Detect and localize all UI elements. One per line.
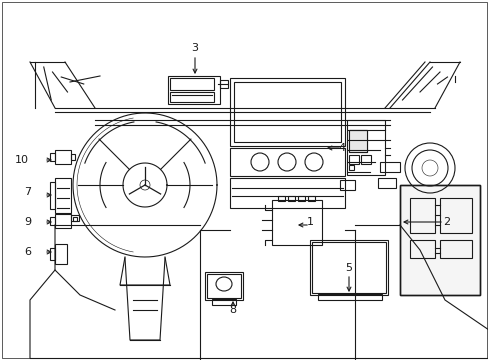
Text: 2: 2 [443,217,449,227]
Bar [348,165,353,170]
Bar [360,155,370,164]
Text: 8: 8 [229,305,236,315]
Bar [399,185,479,295]
Text: 5: 5 [345,263,352,273]
Bar [55,150,71,164]
Text: 6: 6 [24,247,31,257]
Text: 3: 3 [191,43,198,53]
Bar [348,155,358,164]
Bar [271,200,321,245]
Bar [409,240,434,258]
Bar [229,178,345,208]
Bar [278,196,285,201]
Bar [220,80,227,88]
Bar [311,242,385,293]
Bar [229,78,345,146]
Bar [287,196,294,201]
Bar [377,178,395,188]
Text: 4: 4 [338,143,345,153]
Bar [439,240,471,258]
Text: 1: 1 [306,217,313,227]
Bar [55,244,67,264]
Bar [307,196,314,201]
Text: 10: 10 [15,155,29,165]
Bar [379,162,399,172]
Bar [50,248,55,260]
Text: 9: 9 [24,217,32,227]
Bar [55,214,71,228]
Bar [71,154,75,160]
Bar [212,299,236,305]
Bar [399,185,479,295]
Bar [439,198,471,233]
Bar [50,217,55,225]
Bar [168,76,220,104]
Bar [55,178,71,213]
Bar [339,180,354,190]
Bar [317,294,381,300]
Bar [170,92,214,102]
Bar [297,196,305,201]
Bar [348,130,366,152]
Bar [170,78,214,90]
Bar [348,130,366,152]
Bar [73,217,77,221]
Bar [346,120,384,175]
Bar [229,148,345,176]
Bar [206,274,241,298]
Bar [50,153,55,161]
Bar [50,182,55,209]
Bar [71,215,79,221]
Bar [409,198,434,233]
Bar [234,82,340,142]
Bar [309,240,387,295]
Bar [204,272,243,300]
Text: 7: 7 [24,187,32,197]
